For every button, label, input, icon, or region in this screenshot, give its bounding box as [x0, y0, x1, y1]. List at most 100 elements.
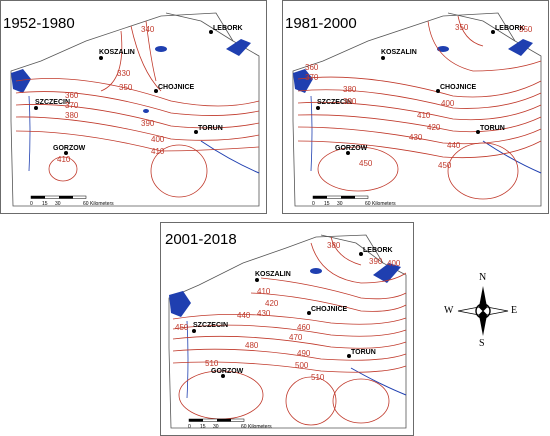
isoline-label: 500 — [295, 361, 309, 370]
compass-icon — [457, 286, 509, 336]
city-label-chojnice: CHOJNICE — [158, 84, 195, 91]
city-label-szczecin: SZCZECIN — [35, 99, 70, 106]
isoline-label: 380 — [327, 241, 341, 250]
isoline-label: 400 — [441, 99, 455, 108]
isoline-label: 410 — [151, 147, 165, 156]
scale-tick: 60 — [365, 201, 371, 207]
city-markers — [34, 30, 213, 155]
lake-water — [310, 268, 322, 274]
region-outline — [168, 234, 407, 429]
isoline-label: 510 — [311, 373, 325, 382]
isoline-label: 370 — [65, 101, 79, 110]
isoline-label: 360 — [65, 91, 79, 100]
isoline-label: 450 — [359, 159, 373, 168]
city-markers — [192, 252, 363, 378]
river — [28, 95, 31, 172]
scale-unit: Kilometers — [248, 424, 272, 430]
city-label-torun: TORUN — [351, 349, 376, 356]
scale-tick: 0 — [30, 201, 33, 207]
scale-tick: 30 — [55, 201, 61, 207]
scale-bar — [188, 418, 245, 422]
scale-tick: 30 — [337, 201, 343, 207]
river — [200, 140, 260, 174]
isoline-label: 380 — [65, 111, 79, 120]
compass-rose: N S E W — [444, 272, 518, 349]
isoline-label: 440 — [237, 311, 251, 320]
map-1981-2000 — [292, 12, 542, 207]
sea-coast — [320, 234, 384, 264]
scale-tick: 0 — [312, 201, 315, 207]
lake-water — [143, 109, 149, 113]
isoline-label: 480 — [245, 341, 259, 350]
isoline-label: 510 — [205, 359, 219, 368]
bay-water — [508, 39, 533, 56]
lake-water — [437, 46, 449, 52]
bay-water — [226, 39, 251, 56]
compass-e-label: E — [511, 305, 518, 316]
city-label-szczecin: SZCZECIN — [317, 99, 352, 106]
isoline-label: 390 — [141, 119, 155, 128]
city-label-torun: TORUN — [480, 125, 505, 132]
compass-s-label: S — [479, 338, 485, 349]
sea-coast — [165, 12, 234, 42]
city-label-koszalin: KOSZALIN — [381, 49, 417, 56]
city-label-lebork: LEBORK — [213, 25, 243, 32]
isoline-label: 340 — [141, 25, 155, 34]
scale-tick: 60 — [241, 424, 247, 430]
map-panel-1981-2000: 1981-2000 LEBORK KOSZALIN CHOJNICE SZCZE… — [282, 0, 549, 214]
isolines — [172, 236, 407, 426]
scale-unit: Kilometers — [90, 201, 114, 207]
isoline-label: 350 — [119, 83, 133, 92]
city-markers — [316, 30, 495, 155]
region-outline — [292, 12, 542, 207]
isoline-label: 440 — [447, 141, 461, 150]
city-label-chojnice: CHOJNICE — [440, 84, 477, 91]
city-label-lebork: LEBORK — [495, 25, 525, 32]
period-label: 1952-1980 — [3, 15, 75, 32]
city-label-torun: TORUN — [198, 125, 223, 132]
lagoon-water — [11, 69, 31, 93]
city-label-gorzow: GORZOW — [335, 145, 368, 152]
isoline-label: 430 — [409, 133, 423, 142]
city-label-lebork: LEBORK — [363, 247, 393, 254]
compass-w-label: W — [444, 305, 454, 316]
lagoon-water — [293, 69, 313, 93]
period-label: 1981-2000 — [285, 15, 357, 32]
isoline-label: 400 — [387, 259, 401, 268]
scale-tick: 15 — [42, 201, 48, 207]
scale-unit: Kilometers — [372, 201, 396, 207]
isoline-label: 450 — [438, 161, 452, 170]
isoline-label: 410 — [257, 287, 271, 296]
isoline-label: 390 — [369, 257, 383, 266]
isoline-label: 420 — [265, 299, 279, 308]
map-panel-2001-2018: 2001-2018 LEBORK KOSZALIN CHOJNICE SZCZE… — [160, 222, 414, 436]
isoline-label: 380 — [343, 85, 357, 94]
scale-tick: 0 — [188, 424, 191, 430]
isoline-label: 400 — [151, 135, 165, 144]
map-2001-2018 — [168, 234, 407, 429]
sea-coast — [447, 12, 516, 42]
isolines — [297, 15, 542, 200]
isoline-label: 420 — [427, 123, 441, 132]
map-panel-1952-1980: 1952-1980 LEBORK KOSZALIN CHOJNICE SZCZE… — [0, 0, 267, 214]
lake-water — [155, 46, 167, 52]
isoline-label: 350 — [455, 23, 469, 32]
city-label-koszalin: KOSZALIN — [255, 271, 291, 278]
map-1952-1980 — [10, 12, 260, 207]
isoline-label: 390 — [343, 97, 357, 106]
city-label-gorzow: GORZOW — [211, 368, 244, 375]
isoline-label: 330 — [117, 69, 131, 78]
city-label-koszalin: KOSZALIN — [99, 49, 135, 56]
isoline-label: 450 — [175, 323, 189, 332]
isoline-label: 490 — [297, 349, 311, 358]
isoline-label: 370 — [305, 73, 319, 82]
isoline-label: 410 — [57, 155, 71, 164]
region-outline — [10, 12, 260, 207]
river — [186, 320, 189, 399]
river — [350, 367, 407, 396]
city-label-szczecin: SZCZECIN — [193, 322, 228, 329]
period-label: 2001-2018 — [165, 231, 237, 248]
river — [482, 140, 542, 174]
isoline-label: 430 — [257, 309, 271, 318]
isoline-label: 360 — [305, 63, 319, 72]
